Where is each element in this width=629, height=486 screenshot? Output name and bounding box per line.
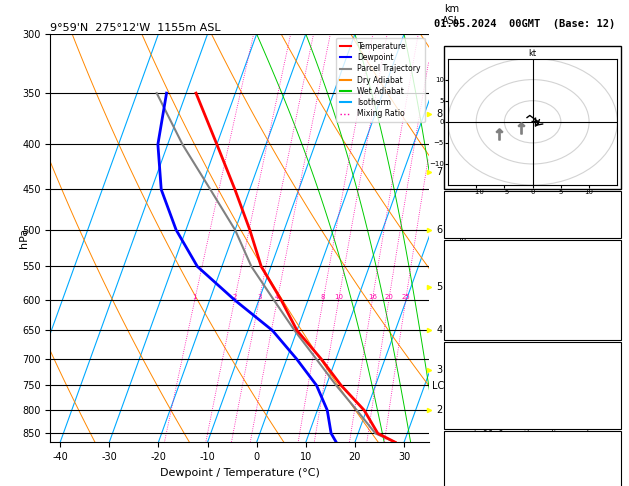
Text: 2: 2 — [233, 294, 237, 300]
Text: 54°: 54° — [598, 477, 614, 486]
Text: 886: 886 — [598, 361, 614, 370]
Text: hPa: hPa — [19, 228, 29, 248]
Text: 3: 3 — [257, 294, 262, 300]
Bar — [444, 240, 621, 340]
Text: 4: 4 — [275, 294, 279, 300]
Legend: Temperature, Dewpoint, Parcel Trajectory, Dry Adiabat, Wet Adiabat, Isotherm, Mi: Temperature, Dewpoint, Parcel Trajectory… — [336, 38, 425, 122]
Bar — [444, 431, 621, 486]
Text: Lifted Index: Lifted Index — [452, 388, 516, 397]
Text: 16.2: 16.2 — [592, 272, 614, 281]
Bar — [444, 46, 621, 189]
Text: 43: 43 — [603, 210, 614, 219]
Text: Temp (°C): Temp (°C) — [452, 259, 500, 267]
Text: 0: 0 — [608, 415, 614, 424]
Text: Hodograph: Hodograph — [508, 436, 557, 446]
Text: CIN (J): CIN (J) — [452, 326, 489, 335]
Text: 7: 7 — [436, 167, 442, 177]
Text: 4: 4 — [436, 326, 442, 335]
Text: 2: 2 — [436, 405, 442, 415]
Text: 3: 3 — [436, 364, 442, 375]
Text: EH: EH — [452, 450, 462, 459]
Text: Totals Totals: Totals Totals — [452, 210, 521, 219]
Text: CAPE (J): CAPE (J) — [452, 401, 494, 410]
Text: km
ASL: km ASL — [442, 4, 460, 26]
Text: 2.65: 2.65 — [592, 224, 614, 232]
Text: Most Unstable: Most Unstable — [498, 347, 567, 357]
Text: 0: 0 — [608, 326, 614, 335]
Text: K: K — [452, 196, 457, 206]
Text: 1: 1 — [192, 294, 197, 300]
Text: PW (cm): PW (cm) — [452, 224, 489, 232]
Text: 01.05.2024  00GMT  (Base: 12): 01.05.2024 00GMT (Base: 12) — [434, 19, 615, 30]
Text: 2: 2 — [608, 464, 614, 472]
Text: 35: 35 — [603, 196, 614, 206]
Text: 352: 352 — [598, 375, 614, 383]
Text: 16: 16 — [368, 294, 377, 300]
Text: θₑ(K): θₑ(K) — [452, 285, 479, 295]
Text: 8: 8 — [321, 294, 325, 300]
Text: 8: 8 — [436, 109, 442, 120]
Text: -1: -1 — [603, 299, 614, 308]
Bar — [444, 191, 621, 238]
Text: 5: 5 — [436, 282, 442, 292]
Text: 10: 10 — [334, 294, 343, 300]
Text: 20: 20 — [384, 294, 393, 300]
Text: Mixing Ratio (g/kg): Mixing Ratio (g/kg) — [459, 192, 469, 284]
Text: \u00a9 weatheronline.co.uk: \u00a9 weatheronline.co.uk — [474, 429, 591, 438]
Text: -1: -1 — [603, 388, 614, 397]
Text: 456: 456 — [598, 312, 614, 321]
Text: 28.2: 28.2 — [592, 259, 614, 267]
Text: 9°59'N  275°12'W  1155m ASL: 9°59'N 275°12'W 1155m ASL — [50, 23, 221, 33]
Text: Surface: Surface — [514, 245, 552, 254]
Text: Dewp (°C): Dewp (°C) — [452, 272, 500, 281]
X-axis label: Dewpoint / Temperature (°C): Dewpoint / Temperature (°C) — [160, 468, 320, 478]
Text: Pressure (mb): Pressure (mb) — [452, 361, 521, 370]
Text: CAPE (J): CAPE (J) — [452, 312, 494, 321]
Bar — [444, 342, 621, 429]
Text: 456: 456 — [598, 401, 614, 410]
Text: Lifted Index: Lifted Index — [452, 299, 516, 308]
Text: 3: 3 — [608, 450, 614, 459]
Text: 6: 6 — [436, 225, 442, 235]
Text: SREH: SREH — [452, 464, 473, 472]
Text: StmDir: StmDir — [452, 477, 484, 486]
Text: 25: 25 — [401, 294, 410, 300]
Text: CIN (J): CIN (J) — [452, 415, 489, 424]
Text: LCL: LCL — [432, 382, 450, 391]
Text: 352: 352 — [598, 285, 614, 295]
Text: θₑ (K): θₑ (K) — [452, 375, 484, 383]
